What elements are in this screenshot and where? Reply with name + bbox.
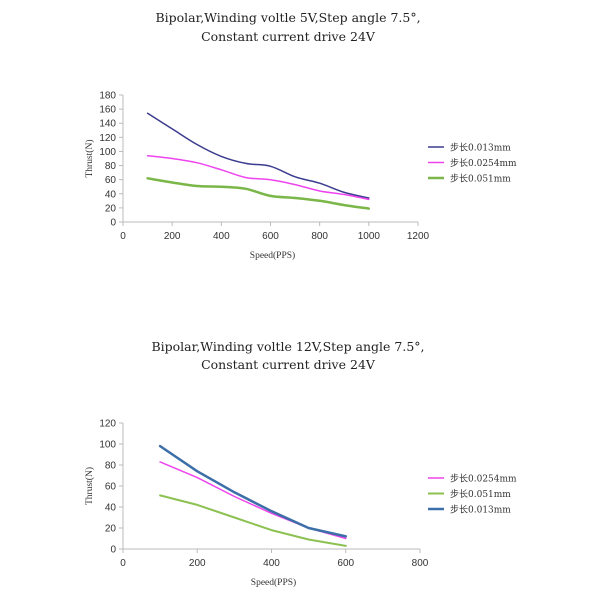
legend-label: 步长0.051mm [450, 173, 511, 185]
legend-label: 步长0.0254mm [450, 473, 517, 485]
chart-1: Bipolar,Winding voltle 5V,Step angle 7.5… [84, 10, 517, 261]
legend-label: 步长0.051mm [450, 488, 511, 500]
x-tick-label: 1000 [358, 231, 381, 242]
y-tick-label: 80 [105, 161, 117, 172]
y-tick-label: 140 [99, 119, 116, 130]
chart-title-line: Constant current drive 24V [201, 29, 376, 44]
series-line [146, 112, 370, 199]
x-tick-label: 600 [337, 558, 354, 569]
x-tick-label: 400 [213, 231, 230, 242]
x-tick-label: 0 [120, 231, 126, 242]
x-tick-label: 600 [262, 231, 279, 242]
series-line [158, 444, 348, 538]
legend-label: 步长0.013mm [450, 504, 511, 516]
legend-label: 步长0.0254mm [450, 157, 517, 169]
y-tick-label: 0 [110, 545, 116, 556]
chart-title-line: Bipolar,Winding voltle 5V,Step angle 7.5… [155, 10, 420, 25]
x-tick-label: 200 [189, 558, 206, 569]
chart-title-line: Bipolar,Winding voltle 12V,Step angle 7.… [151, 339, 424, 354]
legend-label: 步长0.013mm [450, 142, 511, 154]
x-axis-label: Speed(PPS) [250, 250, 295, 261]
series-line [159, 494, 347, 547]
y-tick-label: 80 [105, 461, 117, 472]
x-tick-label: 0 [120, 558, 126, 569]
y-tick-label: 20 [105, 203, 117, 214]
chart-title-line: Constant current drive 24V [201, 357, 376, 372]
y-tick-label: 100 [99, 147, 116, 158]
series-line [146, 154, 370, 201]
y-axis-label: Thrust(N) [84, 467, 95, 505]
y-tick-label: 120 [99, 419, 116, 430]
y-tick-label: 120 [99, 133, 116, 144]
y-axis-label: Thrust(N) [84, 140, 95, 178]
x-tick-label: 400 [263, 558, 280, 569]
series-line [146, 177, 371, 210]
y-tick-label: 60 [105, 175, 117, 186]
y-tick-label: 160 [99, 105, 116, 116]
series-line [159, 461, 347, 540]
y-tick-label: 180 [99, 91, 116, 102]
x-axis-label: Speed(PPS) [251, 577, 296, 588]
y-tick-label: 40 [105, 503, 117, 514]
x-tick-label: 800 [311, 231, 328, 242]
x-tick-label: 800 [412, 558, 429, 569]
y-tick-label: 100 [99, 440, 116, 451]
y-tick-label: 0 [110, 218, 116, 229]
y-tick-label: 60 [105, 482, 117, 493]
y-tick-label: 40 [105, 189, 117, 200]
y-tick-label: 20 [105, 524, 117, 535]
x-tick-label: 200 [164, 231, 181, 242]
x-tick-label: 1200 [407, 231, 430, 242]
chart-2: Bipolar,Winding voltle 12V,Step angle 7.… [84, 339, 517, 588]
